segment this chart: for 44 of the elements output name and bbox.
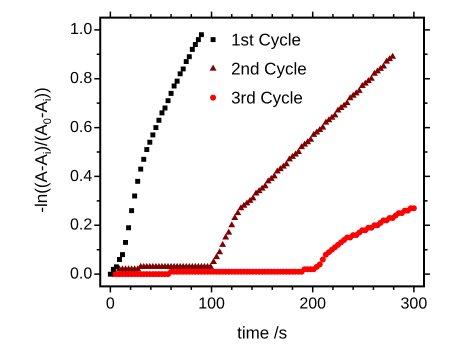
- point: [178, 71, 183, 76]
- y-tick-label: 0.8: [70, 70, 92, 88]
- point: [114, 264, 119, 270]
- point: [190, 46, 195, 52]
- point: [138, 166, 144, 172]
- y-tick-label: 1.0: [70, 21, 92, 38]
- point: [196, 37, 201, 42]
- point: [141, 156, 146, 162]
- point: [147, 140, 152, 145]
- point: [153, 125, 158, 130]
- y-tick-label: 0.0: [70, 266, 92, 283]
- point: [162, 106, 168, 110]
- point: [168, 90, 174, 96]
- x-axis-title: time /s: [237, 323, 288, 342]
- point: [174, 78, 180, 84]
- point: [184, 59, 189, 64]
- point: [192, 42, 198, 47]
- y-tick-label: 0.6: [70, 118, 92, 136]
- point: [180, 66, 186, 72]
- legend-label: 3rd Cycle: [231, 88, 303, 108]
- point: [126, 225, 132, 230]
- y-tick-label: 0.4: [70, 168, 92, 185]
- x-tick-label: 200: [299, 295, 326, 312]
- point: [156, 118, 162, 123]
- legend-label: 1st Cycle: [231, 30, 302, 50]
- point: [144, 147, 150, 152]
- y-tick-label: 0.2: [70, 216, 92, 234]
- point: [186, 54, 192, 60]
- x-tick-label: 300: [400, 295, 428, 312]
- x-tick-label: 100: [198, 295, 225, 312]
- point: [129, 208, 134, 214]
- point: [150, 132, 156, 138]
- point: [116, 257, 122, 262]
- point: [166, 98, 171, 104]
- point: [198, 32, 204, 38]
- point: [108, 272, 113, 277]
- x-tick-label: 0: [106, 295, 115, 312]
- point: [172, 84, 177, 88]
- point: [132, 194, 138, 198]
- point: [159, 110, 164, 116]
- point: [123, 240, 128, 245]
- point: [120, 252, 125, 258]
- point: [135, 178, 140, 184]
- legend-label: 2nd Cycle: [231, 59, 307, 78]
